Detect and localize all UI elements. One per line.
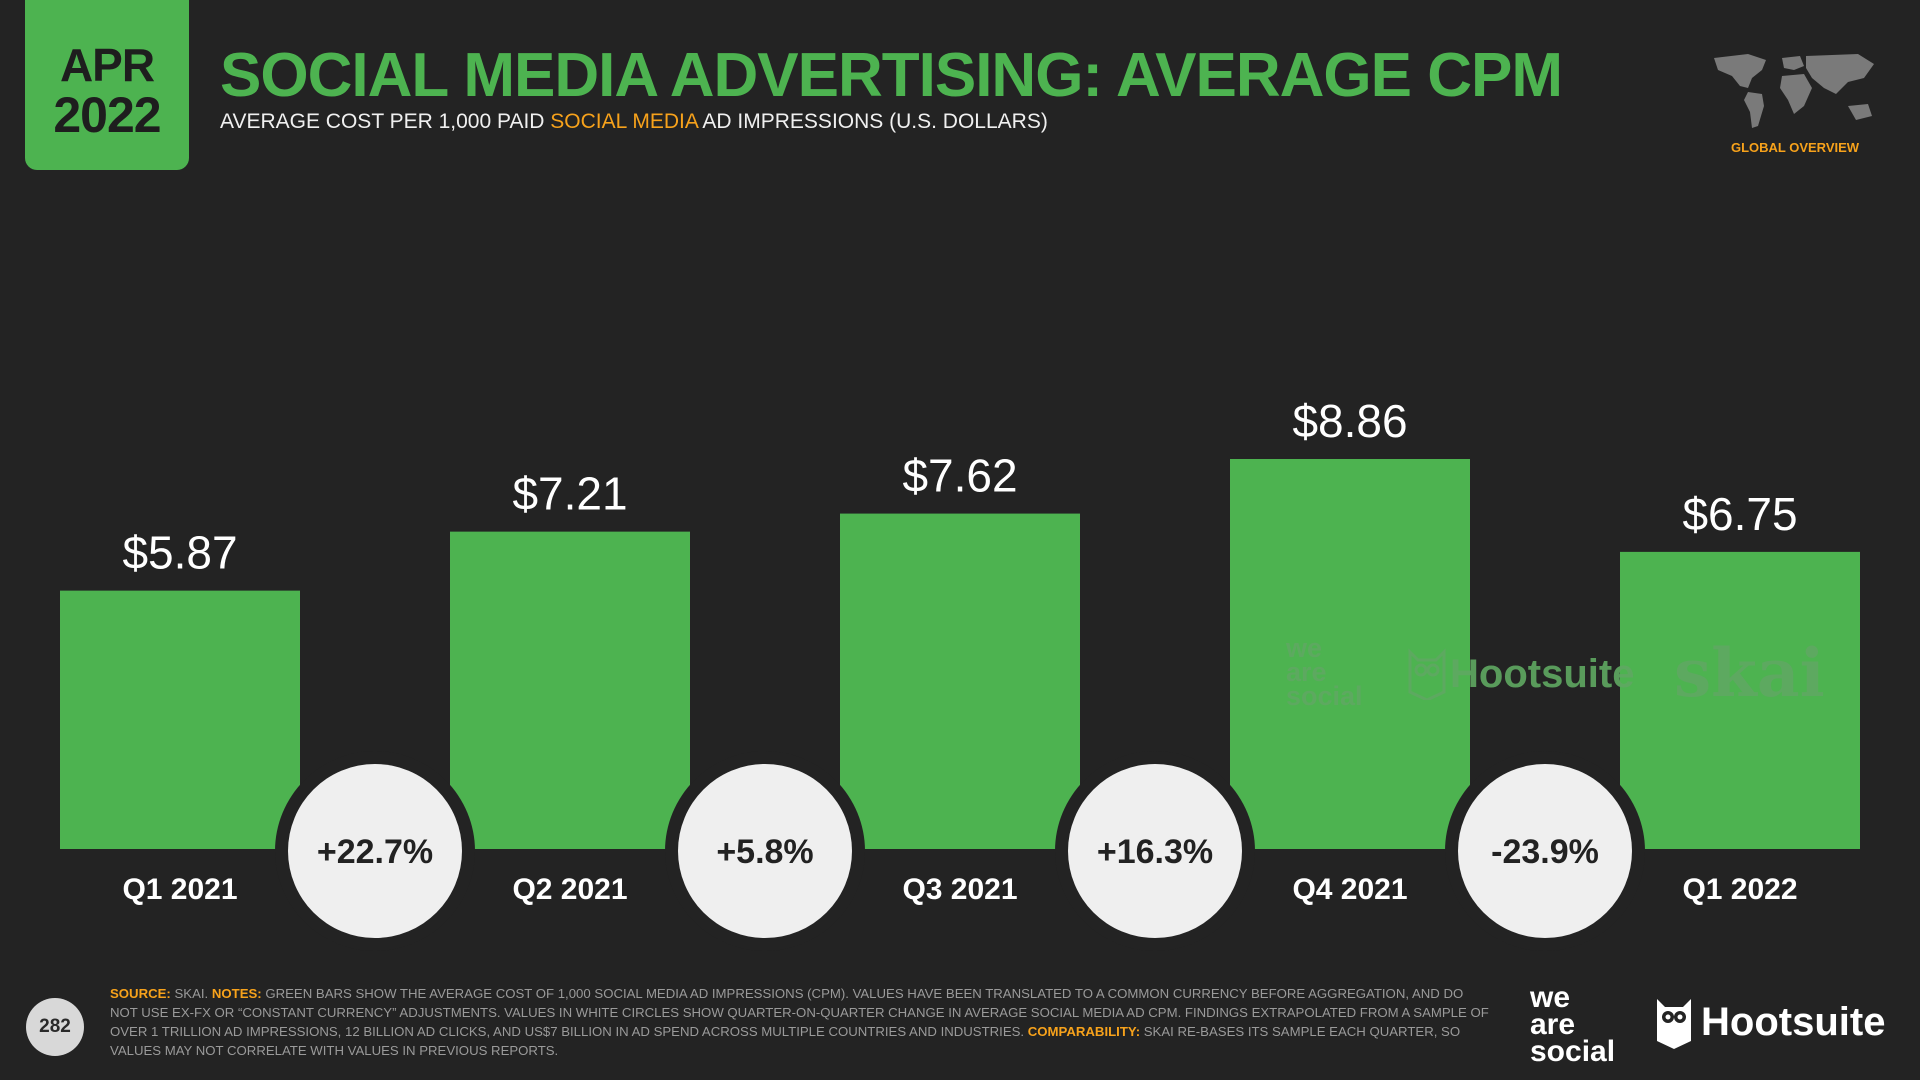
change-circle: [1068, 764, 1242, 938]
watermark-skai: skai: [1674, 634, 1825, 712]
change-circle: [288, 764, 462, 938]
bar-q1-2022: [1620, 551, 1860, 849]
change-label: +16.3%: [1097, 833, 1213, 871]
value-label: $7.21: [512, 468, 627, 520]
page-subtitle: AVERAGE COST PER 1,000 PAID SOCIAL MEDIA…: [220, 110, 1048, 134]
notes-label: NOTES:: [211, 986, 262, 1001]
value-label: $8.86: [1292, 395, 1407, 447]
value-label: $6.75: [1682, 488, 1797, 540]
watermark-social: social: [1286, 681, 1363, 711]
we-are-social-logo: we are social: [1530, 981, 1616, 1068]
source-text: SKAI.: [170, 986, 212, 1001]
logo-are: are: [1530, 1008, 1576, 1041]
page-title: SOCIAL MEDIA ADVERTISING: AVERAGE CPM: [220, 41, 1563, 110]
category-label: Q2 2021: [512, 873, 627, 906]
cpm-bar-chart: $5.87 Q1 2021 $7.21 Q2 2021 $7.62 Q3 2021 $8.8…: [60, 395, 1860, 951]
category-label: Q4 2021: [1292, 873, 1407, 906]
subtitle-highlight: SOCIAL MEDIA: [550, 110, 698, 133]
date-year: 2022: [53, 87, 161, 143]
value-label: $5.87: [122, 527, 237, 579]
logo-social: social: [1530, 1035, 1616, 1068]
value-label: $7.62: [902, 450, 1017, 502]
watermark-hootsuite-text: Hootsuite: [1450, 651, 1635, 696]
watermark-are: are: [1286, 657, 1327, 687]
notes-text: GREEN BARS SHOW THE AVERAGE COST OF 1,00…: [110, 986, 1489, 1039]
date-month: APR: [59, 39, 155, 91]
owl-icon: [1408, 648, 1446, 700]
category-label: Q1 2022: [1682, 873, 1797, 906]
bar-q3-2021: [840, 513, 1080, 849]
bar-q2-2021: [450, 531, 690, 849]
watermark-hootsuite: Hootsuite: [1408, 648, 1634, 700]
source-label: SOURCE:: [110, 986, 171, 1001]
category-label: Q1 2021: [122, 873, 237, 906]
subtitle-post: AD IMPRESSIONS (U.S. DOLLARS): [697, 110, 1048, 133]
watermark-we-are-social: we are social: [1286, 633, 1363, 711]
watermark-we: we: [1286, 633, 1323, 663]
page-number: 282: [26, 998, 84, 1056]
date-tab: APR 2022: [25, 0, 189, 170]
bar-q1-2021: [60, 590, 300, 849]
bar-q4-2021: [1230, 459, 1470, 849]
change-label: -23.9%: [1491, 833, 1599, 871]
hootsuite-logo-text: Hootsuite: [1701, 999, 1886, 1044]
hootsuite-logo: Hootsuite: [1655, 992, 1885, 1052]
category-label: Q3 2021: [902, 873, 1017, 906]
comparability-text: SKAI RE-BASES ITS SAMPLE EACH QUARTER, S…: [110, 1024, 1461, 1058]
change-circle: [678, 764, 852, 938]
logo-we: we: [1530, 981, 1571, 1014]
change-label: +5.8%: [716, 833, 813, 871]
world-map-icon: [1714, 54, 1874, 128]
comparability-label: COMPARABILITY:: [1027, 1024, 1141, 1039]
change-label: +22.7%: [317, 833, 433, 871]
global-overview-label: GLOBAL OVERVIEW: [1730, 140, 1860, 155]
owl-icon: [1657, 999, 1691, 1049]
subtitle-pre: AVERAGE COST PER 1,000 PAID: [220, 110, 551, 133]
change-circle: [1458, 764, 1632, 938]
footnotes: SOURCE: SKAI. NOTES: GREEN BARS SHOW THE…: [110, 984, 1490, 1060]
